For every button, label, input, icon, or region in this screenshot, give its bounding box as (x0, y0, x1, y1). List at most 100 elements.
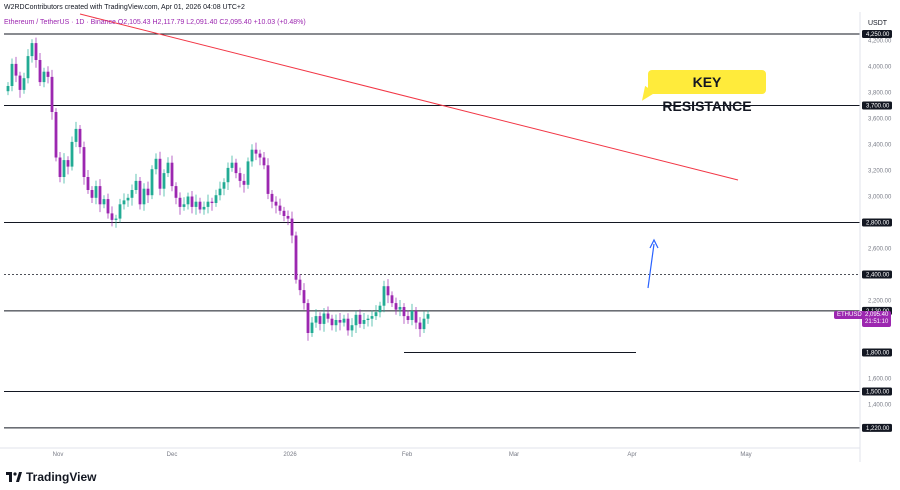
candle-body[interactable] (178, 197, 182, 207)
candle-body[interactable] (174, 186, 178, 198)
candle-body[interactable] (226, 167, 230, 183)
candle-body[interactable] (378, 305, 382, 313)
candle-body[interactable] (322, 313, 326, 324)
candle-body[interactable] (202, 206, 206, 210)
candle-body[interactable] (222, 182, 226, 189)
candle-body[interactable] (238, 173, 242, 181)
candle-body[interactable] (194, 201, 198, 207)
projection-arrow[interactable] (647, 238, 659, 289)
candle-body[interactable] (394, 303, 398, 310)
candle-body[interactable] (406, 316, 410, 320)
candle-body[interactable] (422, 318, 426, 330)
candle-body[interactable] (390, 295, 394, 304)
candle-body[interactable] (270, 193, 274, 202)
candle-body[interactable] (278, 205, 282, 211)
candle-body[interactable] (58, 157, 62, 178)
candle-body[interactable] (370, 316, 374, 319)
key-resistance-callout[interactable]: KEY RESISTANCE (648, 70, 766, 114)
candle-body[interactable] (126, 197, 130, 201)
candle-body[interactable] (218, 188, 222, 196)
candle-body[interactable] (90, 190, 94, 198)
candle-body[interactable] (114, 218, 118, 220)
candle-body[interactable] (102, 199, 106, 205)
candle-body[interactable] (302, 290, 306, 304)
candle-body[interactable] (234, 162, 238, 174)
candle-body[interactable] (362, 320, 366, 324)
candle-body[interactable] (338, 320, 342, 323)
candle-body[interactable] (418, 322, 422, 330)
candle-body[interactable] (146, 188, 150, 196)
candle-body[interactable] (54, 112, 58, 158)
candle-body[interactable] (342, 318, 346, 323)
candle-body[interactable] (262, 157, 266, 166)
candle-body[interactable] (134, 180, 138, 190)
candle-body[interactable] (110, 213, 114, 220)
candle-body[interactable] (86, 177, 90, 190)
candle-body[interactable] (398, 307, 402, 310)
candle-body[interactable] (294, 235, 298, 280)
candle-body[interactable] (426, 314, 430, 319)
candle-body[interactable] (182, 204, 186, 207)
candle-body[interactable] (250, 149, 254, 162)
candle-body[interactable] (366, 318, 370, 320)
candle-body[interactable] (62, 160, 66, 177)
candle-body[interactable] (330, 318, 334, 326)
candle-body[interactable] (106, 199, 110, 214)
candle-body[interactable] (50, 76, 54, 112)
candle-body[interactable] (186, 196, 190, 205)
candle-body[interactable] (166, 162, 170, 174)
candle-body[interactable] (162, 173, 166, 189)
candle-body[interactable] (158, 158, 162, 189)
candle-body[interactable] (10, 63, 14, 86)
candle-body[interactable] (78, 128, 82, 148)
candle-body[interactable] (214, 195, 218, 203)
candle-body[interactable] (122, 200, 126, 205)
candle-body[interactable] (358, 314, 362, 324)
candle-body[interactable] (242, 180, 246, 185)
trendline-resistance[interactable] (79, 13, 739, 181)
candle-body[interactable] (170, 162, 174, 187)
candle-body[interactable] (266, 165, 270, 194)
candle-body[interactable] (258, 153, 262, 158)
candle-body[interactable] (326, 313, 330, 319)
candle-body[interactable] (26, 56, 30, 79)
candle-body[interactable] (138, 180, 142, 205)
candle-body[interactable] (42, 71, 46, 83)
candle-body[interactable] (38, 60, 42, 83)
candle-body[interactable] (246, 161, 250, 185)
candle-body[interactable] (98, 186, 102, 205)
candle-body[interactable] (282, 210, 286, 216)
candle-body[interactable] (130, 190, 134, 198)
candle-body[interactable] (198, 201, 202, 210)
candle-body[interactable] (254, 149, 258, 154)
candle-body[interactable] (206, 201, 210, 207)
candle-body[interactable] (46, 71, 50, 77)
candle-body[interactable] (374, 312, 378, 317)
candle-body[interactable] (94, 186, 98, 198)
candle-body[interactable] (82, 147, 86, 177)
candle-body[interactable] (18, 75, 22, 90)
candle-body[interactable] (306, 303, 310, 333)
candle-body[interactable] (190, 196, 194, 207)
candle-body[interactable] (310, 322, 314, 333)
candle-body[interactable] (30, 43, 34, 57)
candle-body[interactable] (118, 204, 122, 219)
candle-body[interactable] (382, 286, 386, 306)
candle-body[interactable] (346, 318, 350, 331)
candle-body[interactable] (414, 310, 418, 323)
candle-body[interactable] (350, 325, 354, 331)
candle-body[interactable] (290, 218, 294, 236)
candle-body[interactable] (410, 310, 414, 320)
candle-body[interactable] (274, 201, 278, 206)
candle-body[interactable] (354, 314, 358, 326)
candle-body[interactable] (386, 286, 390, 296)
tradingview-logo[interactable]: TradingView (6, 470, 96, 484)
candle-body[interactable] (6, 86, 10, 92)
candle-body[interactable] (154, 158, 158, 170)
candle-body[interactable] (142, 188, 146, 205)
candle-body[interactable] (34, 43, 38, 60)
candle-body[interactable] (70, 141, 74, 167)
candle-body[interactable] (22, 78, 26, 90)
candle-body[interactable] (150, 169, 154, 196)
